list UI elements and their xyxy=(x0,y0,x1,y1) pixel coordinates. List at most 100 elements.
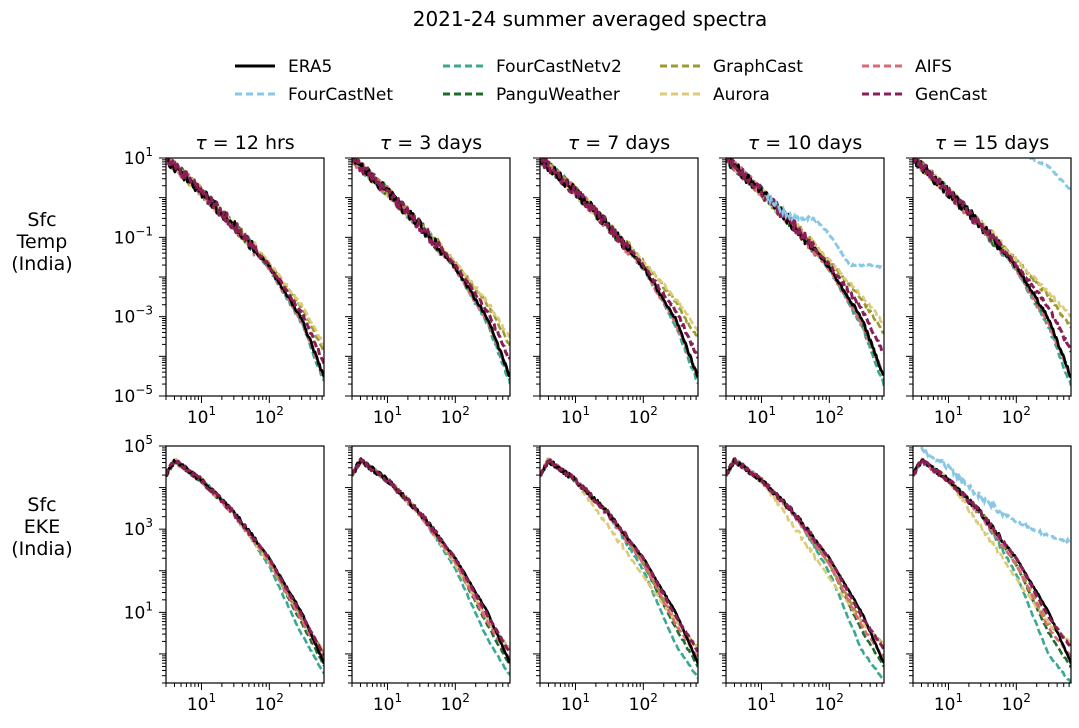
series-graphcast xyxy=(913,459,1071,644)
series-panguweather xyxy=(166,460,324,667)
row-labels: Sfc Temp (India) Sfc EKE (India) xyxy=(11,209,72,560)
legend: ERA5 FourCastNet FourCastNetv2 PanguWeather… xyxy=(235,57,988,105)
panel-eke-1: 101 102 xyxy=(345,445,511,715)
legend-label: GenCast xyxy=(915,85,988,105)
x-tick-label: 102 xyxy=(629,691,658,715)
legend-label: PanguWeather xyxy=(496,85,620,105)
series-aifs xyxy=(352,458,510,660)
series-group xyxy=(352,457,510,676)
series-gencast xyxy=(726,457,884,651)
y-tick-label: 101 xyxy=(124,145,153,169)
series-era5 xyxy=(352,457,510,664)
x-tick-label: 102 xyxy=(441,404,470,428)
y-tick-label: 10−1 xyxy=(114,224,153,248)
series-aifs xyxy=(166,458,324,661)
panel-temp-4: τ = 15 days 101 102 xyxy=(906,132,1072,428)
series-era5 xyxy=(166,158,324,378)
panel-title-4: τ = 15 days xyxy=(935,132,1050,154)
series-panguweather xyxy=(352,158,510,380)
series-panguweather xyxy=(726,158,884,380)
panel-temp-2: τ = 7 days 101 102 xyxy=(533,132,699,428)
x-tick-label: 101 xyxy=(747,404,776,428)
legend-entry-fourcastnet: FourCastNet xyxy=(235,85,393,105)
series-group xyxy=(540,457,698,680)
panel-title-1: τ = 3 days xyxy=(380,132,482,154)
series-fourcastnetv2 xyxy=(352,459,510,676)
panel-frame xyxy=(912,157,1072,397)
series-group xyxy=(726,457,884,681)
series-gencast xyxy=(352,158,510,360)
panel-eke-4: 101 102 xyxy=(906,445,1072,715)
panel-frame xyxy=(539,157,699,397)
x-tick-label: 101 xyxy=(934,404,963,428)
panel-frame xyxy=(539,445,699,684)
series-fourcastnetv2 xyxy=(540,158,698,385)
x-tick-label: 101 xyxy=(187,691,216,715)
x-tick-label: 101 xyxy=(373,691,402,715)
x-tick-label: 101 xyxy=(747,691,776,715)
series-aifs xyxy=(166,158,324,378)
series-aurora xyxy=(166,457,324,654)
series-fourcastnetv2 xyxy=(166,458,324,675)
panel-frame xyxy=(725,445,885,684)
x-tick-label: 102 xyxy=(815,691,844,715)
series-era5 xyxy=(352,158,510,378)
series-fourcastnetv2 xyxy=(352,158,510,385)
panel-eke-3: 101 102 xyxy=(719,445,885,715)
series-fourcastnetv2 xyxy=(166,158,324,382)
row-label-0: Sfc Temp (India) xyxy=(11,209,72,275)
series-group xyxy=(913,158,1071,387)
series-aifs xyxy=(913,158,1071,379)
panel-frame xyxy=(351,445,511,684)
row-label-1: Sfc EKE (India) xyxy=(11,494,72,560)
x-tick-label: 101 xyxy=(373,404,402,428)
legend-entry-panguweather: PanguWeather xyxy=(443,85,620,105)
series-fourcastnetv2 xyxy=(726,457,884,681)
series-fourcastnetv2 xyxy=(540,458,698,680)
series-gencast xyxy=(166,158,324,365)
series-era5 xyxy=(540,459,698,665)
x-tick-label: 102 xyxy=(1002,691,1031,715)
legend-entry-gencast: GenCast xyxy=(862,85,988,105)
x-tick-label: 101 xyxy=(561,404,590,428)
series-group xyxy=(166,457,324,675)
y-tick-label: 105 xyxy=(124,433,153,457)
panel-temp-1: τ = 3 days 101 102 xyxy=(345,132,511,428)
series-panguweather xyxy=(913,458,1071,669)
legend-label: AIFS xyxy=(915,57,952,77)
legend-entry-aifs: AIFS xyxy=(862,57,952,77)
legend-label: GraphCast xyxy=(713,57,803,77)
series-gencast xyxy=(166,459,324,657)
series-gencast xyxy=(913,158,1071,353)
series-panguweather xyxy=(540,457,698,668)
panel-frame xyxy=(912,445,1072,684)
panel-temp-0: τ = 12 hrs 101 102 101 10−1 10−3 10−5 xyxy=(114,132,325,428)
panel-eke-2: 101 102 xyxy=(533,445,699,715)
panel-frame xyxy=(165,445,325,684)
series-panguweather xyxy=(726,457,884,668)
panel-frame xyxy=(351,157,511,397)
y-tick-label: 10−3 xyxy=(114,304,153,328)
legend-label: Aurora xyxy=(713,85,770,105)
series-panguweather xyxy=(540,158,698,378)
series-gencast xyxy=(352,458,510,654)
x-tick-label: 101 xyxy=(934,691,963,715)
series-fourcastnet xyxy=(920,446,1071,545)
series-aifs xyxy=(352,158,510,377)
legend-entry-graphcast: GraphCast xyxy=(660,57,803,77)
x-tick-label: 102 xyxy=(255,404,284,428)
legend-label: FourCastNetv2 xyxy=(496,57,622,77)
series-panguweather xyxy=(166,158,324,378)
legend-entry-era5: ERA5 xyxy=(235,57,332,77)
series-group xyxy=(166,158,324,382)
x-tick-label: 102 xyxy=(441,691,470,715)
series-era5 xyxy=(540,159,698,379)
series-fourcastnetv2 xyxy=(726,158,884,387)
panel-title-0: τ = 12 hrs xyxy=(195,132,294,154)
panel-frame xyxy=(165,157,325,397)
legend-label: FourCastNet xyxy=(288,85,393,105)
series-panguweather xyxy=(913,158,1071,378)
panel-title-2: τ = 7 days xyxy=(568,132,670,154)
series-aifs xyxy=(540,458,698,660)
